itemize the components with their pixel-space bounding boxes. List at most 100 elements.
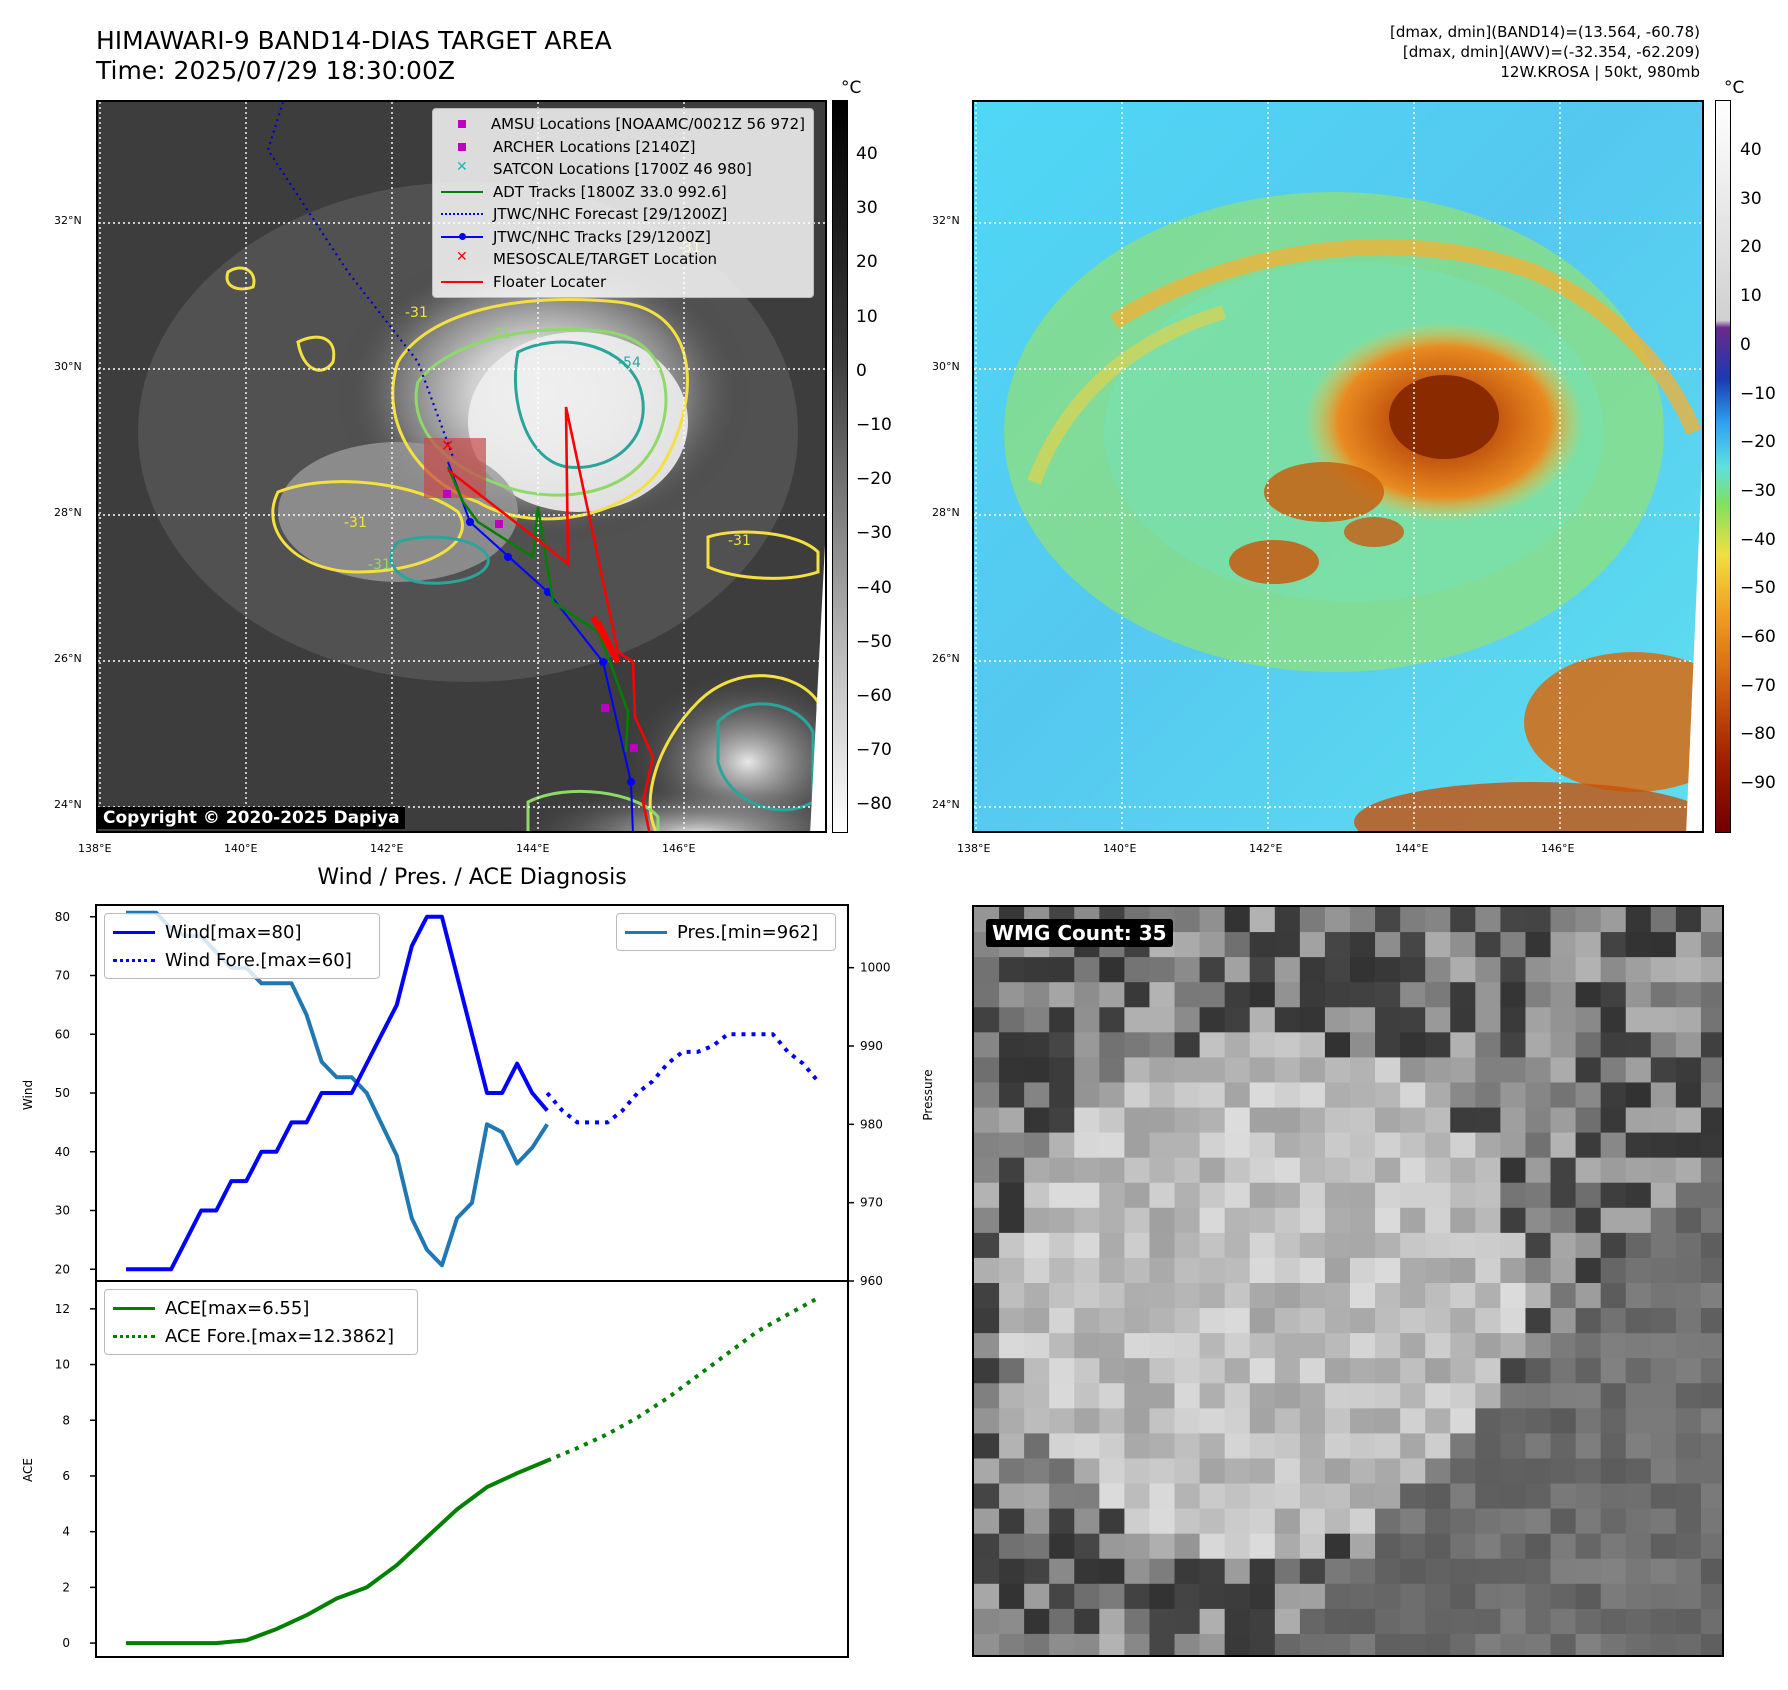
- wind-tick: 70: [55, 969, 70, 983]
- wmg-panel: WMG Count: 35: [972, 905, 1724, 1657]
- colorbar-tick: −20: [856, 469, 892, 490]
- legend-label: ACE Fore.[max=12.3862]: [165, 1325, 394, 1347]
- colorbar-tick: −60: [856, 686, 892, 706]
- lon-tick: 144°E: [516, 842, 550, 855]
- lat-tick: 26°N: [54, 652, 82, 665]
- wind-series-line: [126, 914, 549, 1272]
- lon-tick: 144°E: [1395, 842, 1429, 855]
- lat-tick: 26°N: [932, 652, 960, 665]
- awv-map-canvas: [974, 102, 1702, 831]
- colorbar-tick: −40: [1740, 529, 1776, 550]
- legend-swatch: [113, 924, 155, 940]
- awv-map: [972, 100, 1704, 833]
- colorbar-tick: −20: [1740, 432, 1776, 453]
- colorbar-tick: −70: [856, 740, 892, 761]
- contour-label: -31: [728, 533, 751, 549]
- diagnosis-title: Wind / Pres. / ACE Diagnosis: [317, 865, 627, 890]
- copyright-label: Copyright © 2020-2025 Dapiya: [98, 807, 405, 829]
- ace-tick: 6: [62, 1469, 70, 1483]
- colorbar-tick: 40: [856, 144, 878, 164]
- colorbar-tick: −90: [1740, 773, 1776, 794]
- colorbar-tick: −60: [1740, 627, 1776, 647]
- legend-marker-line-dot: [441, 229, 483, 245]
- lat-tick: 28°N: [54, 506, 82, 519]
- lon-tick: 142°E: [1249, 842, 1283, 855]
- legend-swatch: [113, 1300, 155, 1316]
- map-legend-item: JTWC/NHC Forecast [29/1200Z]: [441, 203, 805, 226]
- contour-label: -54: [618, 355, 641, 371]
- lon-tick: 138°E: [957, 842, 991, 855]
- ace-tick: 12: [55, 1302, 70, 1316]
- colorbar-unit: °C: [1724, 78, 1745, 98]
- map-legend-item: JTWC/NHC Tracks [29/1200Z]: [441, 226, 805, 249]
- lon-tick: 146°E: [662, 842, 696, 855]
- legend-marker-line: [441, 274, 483, 290]
- contour-label: -31: [405, 305, 428, 321]
- figure-title: HIMAWARI-9 BAND14-DIAS TARGET AREA: [96, 26, 612, 55]
- ace-tick: 2: [62, 1580, 70, 1594]
- figure-time: Time: 2025/07/29 18:30:00Z: [96, 56, 455, 85]
- lat-tick: 24°N: [54, 798, 82, 811]
- legend-swatch: [113, 952, 155, 968]
- svg-text:✕: ✕: [441, 436, 454, 455]
- legend-label: SATCON Locations [1700Z 46 980]: [493, 160, 752, 179]
- info-line-1: [dmax, dmin](BAND14)=(13.564, -60.78): [1389, 23, 1700, 41]
- colorbar-tick: 30: [856, 198, 878, 219]
- wind-axis-label: Wind: [21, 1080, 35, 1110]
- colorbar-tick: −50: [856, 631, 892, 652]
- legend-label: JTWC/NHC Forecast [29/1200Z]: [493, 205, 728, 224]
- colorbar-tick: −80: [1740, 724, 1776, 745]
- colorbar-tick: −40: [856, 577, 892, 598]
- pressure-tick: 970: [860, 1196, 883, 1210]
- legend-label: ARCHER Locations [2140Z]: [493, 137, 696, 156]
- pressure-tick: 990: [860, 1039, 883, 1053]
- legend-label: ADT Tracks [1800Z 33.0 992.6]: [493, 182, 727, 201]
- wmg-count-label: WMG Count: 35: [986, 919, 1173, 947]
- wind-tick: 30: [55, 1204, 70, 1218]
- colorbar-tick: 20: [856, 252, 878, 273]
- lon-tick: 140°E: [224, 842, 258, 855]
- colorbar-tick: 30: [1740, 188, 1762, 209]
- wind-tick: 50: [55, 1086, 70, 1100]
- legend-label: AMSU Locations [NOAAMC/0021Z 56 972]: [490, 115, 805, 134]
- legend-marker-x: ✕: [456, 249, 468, 266]
- legend-swatch: [625, 924, 667, 940]
- colorbar-tick: 0: [856, 360, 867, 381]
- colorbar-tick: 40: [1740, 140, 1762, 160]
- lon-tick: 138°E: [78, 842, 112, 855]
- ace-tick: 0: [62, 1636, 70, 1650]
- wind-tick: 60: [55, 1027, 70, 1041]
- wmg-pixel-map: [974, 907, 1722, 1655]
- legend-label: Wind Fore.[max=60]: [165, 949, 352, 971]
- colorbar-tick: −70: [1740, 675, 1776, 696]
- map-legend-item: ✕ SATCON Locations [1700Z 46 980]: [441, 158, 805, 181]
- colorbar-tick: 10: [1740, 286, 1762, 307]
- lon-tick: 146°E: [1541, 842, 1575, 855]
- map-legend: AMSU Locations [NOAAMC/0021Z 56 972] ARCH…: [432, 108, 814, 298]
- colorbar-unit: °C: [841, 78, 862, 98]
- pressure-tick: 960: [860, 1274, 883, 1288]
- band14-map: ✕ -31 -31 -54 -31 -31 -31 -31 AMSU Locat…: [96, 100, 827, 833]
- contour-label: -31: [344, 515, 367, 531]
- legend-label: Pres.[min=962]: [677, 921, 819, 943]
- pressure-legend: Pres.[min=962]: [616, 913, 836, 951]
- colorbar-tick: −50: [1740, 578, 1776, 599]
- map-legend-item: ADT Tracks [1800Z 33.0 992.6]: [441, 181, 805, 204]
- legend-swatch: [113, 1328, 155, 1344]
- legend-marker-square: [441, 139, 483, 155]
- colorbar-tick: 0: [1740, 334, 1751, 355]
- ace-legend: ACE[max=6.55] ACE Fore.[max=12.3862]: [104, 1289, 418, 1355]
- lon-tick: 140°E: [1103, 842, 1137, 855]
- colorbar-tick: −30: [1740, 480, 1776, 501]
- lat-tick: 28°N: [932, 506, 960, 519]
- colorbar-tick: −10: [856, 415, 892, 435]
- ace-tick: 8: [62, 1413, 70, 1427]
- wind-legend: Wind[max=80] Wind Fore.[max=60]: [104, 913, 380, 979]
- legend-label: Wind[max=80]: [165, 921, 302, 943]
- legend-label: JTWC/NHC Tracks [29/1200Z]: [493, 227, 711, 246]
- legend-marker-x: ✕: [456, 159, 468, 176]
- wind-tick: 20: [55, 1262, 70, 1276]
- info-line-3: 12W.KROSA | 50kt, 980mb: [1500, 63, 1700, 81]
- colorbar-awv: [1715, 100, 1731, 833]
- info-line-2: [dmax, dmin](AWV)=(-32.354, -62.209): [1402, 43, 1700, 61]
